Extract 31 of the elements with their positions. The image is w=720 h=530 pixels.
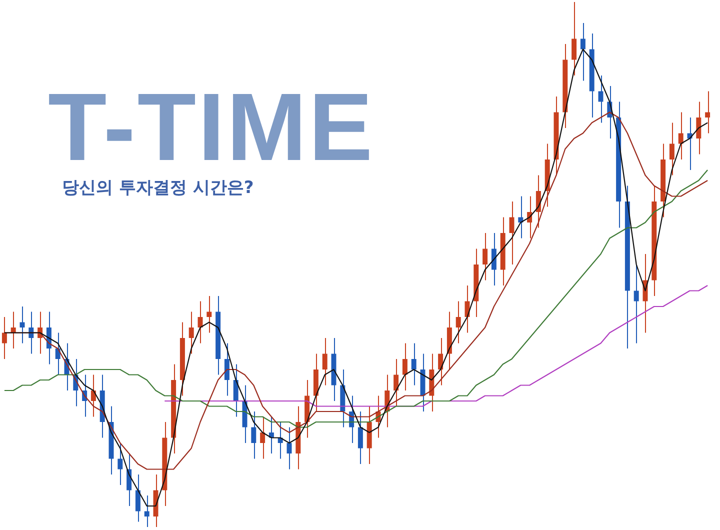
candlestick xyxy=(2,316,7,360)
candlestick xyxy=(411,342,416,386)
candlestick xyxy=(118,442,123,486)
candlestick xyxy=(126,453,132,506)
candlestick xyxy=(144,495,150,528)
candlestick xyxy=(669,122,674,176)
text: T-TIME xyxy=(48,74,375,181)
candlestick xyxy=(580,22,586,82)
candlestick xyxy=(438,338,444,386)
candlestick xyxy=(598,75,604,124)
candlestick xyxy=(705,90,710,134)
candlestick xyxy=(251,411,256,460)
candlestick xyxy=(456,300,461,344)
candlestick xyxy=(322,338,328,386)
candlestick xyxy=(696,101,702,155)
candlestick xyxy=(260,416,266,460)
candlestick xyxy=(135,474,140,522)
candlestick xyxy=(358,411,363,464)
candlestick xyxy=(224,342,230,396)
candlestick xyxy=(482,232,488,281)
candlestick xyxy=(634,264,639,344)
candlestick xyxy=(188,311,194,354)
candlestick xyxy=(678,112,684,160)
candlestick xyxy=(536,174,541,228)
candlestick xyxy=(233,364,238,418)
candlestick xyxy=(206,296,212,334)
candlestick xyxy=(491,232,496,286)
candlestick xyxy=(402,342,408,391)
candlestick xyxy=(394,358,399,407)
candlestick xyxy=(572,2,577,76)
text: 당신의 투자결정 시간은? xyxy=(62,178,254,198)
